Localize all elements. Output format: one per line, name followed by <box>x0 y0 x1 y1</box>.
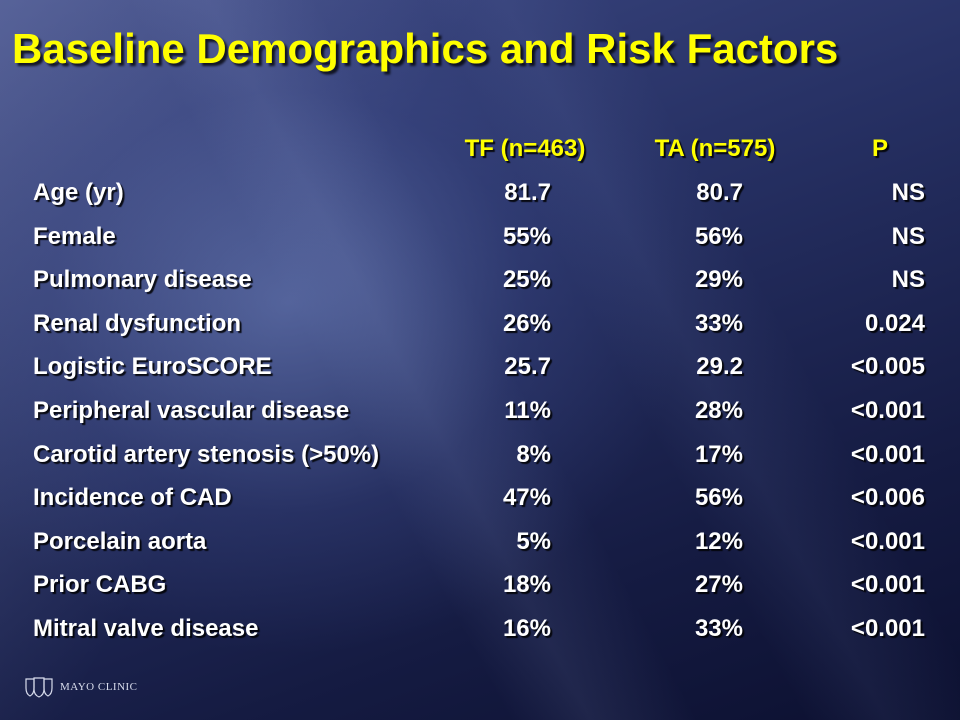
table-row: Peripheral vascular disease 11% 28% <0.001 <box>0 394 960 428</box>
p-value: NS <box>891 179 925 206</box>
ta-value: 33% <box>694 615 743 642</box>
tf-value: 47% <box>502 484 551 511</box>
p-value: <0.001 <box>850 615 925 642</box>
row-label: Prior CABG <box>33 571 167 598</box>
column-header-tf: TF (n=463) <box>464 135 586 162</box>
ta-value: 29% <box>694 266 743 293</box>
p-value: NS <box>891 223 925 250</box>
ta-value: 27% <box>694 571 743 598</box>
tf-value: 25.7 <box>504 353 551 380</box>
row-label: Mitral valve disease <box>33 615 259 642</box>
row-label: Carotid artery stenosis (>50%) <box>33 441 380 468</box>
row-label: Incidence of CAD <box>33 484 232 511</box>
ta-value: 29.2 <box>696 353 743 380</box>
mayo-shields-icon <box>25 677 53 698</box>
tf-value: 81.7 <box>504 179 551 206</box>
row-label: Female <box>33 223 116 250</box>
p-value: <0.005 <box>850 353 925 380</box>
ta-value: 28% <box>694 397 743 424</box>
table-row: Renal dysfunction 26% 33% 0.024 <box>0 307 960 341</box>
ta-value: 12% <box>694 528 743 555</box>
row-label: Logistic EuroSCORE <box>33 353 272 380</box>
tf-value: 11% <box>504 397 551 424</box>
row-label: Peripheral vascular disease <box>33 397 350 424</box>
p-value: <0.001 <box>850 397 925 424</box>
table-row: Age (yr) 81.7 80.7 NS <box>0 176 960 210</box>
table-row: Pulmonary disease 25% 29% NS <box>0 263 960 297</box>
tf-value: 5% <box>516 528 551 555</box>
table-row: Incidence of CAD 47% 56% <0.006 <box>0 481 960 515</box>
tf-value: 16% <box>502 615 551 642</box>
p-value: <0.001 <box>850 571 925 598</box>
ta-value: 80.7 <box>696 179 743 206</box>
ta-value: 56% <box>694 223 743 250</box>
p-value: <0.001 <box>850 441 925 468</box>
column-header-ta: TA (n=575) <box>654 135 776 162</box>
p-value: <0.001 <box>850 528 925 555</box>
logo-text: MAYO CLINIC <box>60 681 138 693</box>
table-row: Prior CABG 18% 27% <0.001 <box>0 568 960 602</box>
tf-value: 26% <box>502 310 551 337</box>
column-header-p: P <box>871 135 888 162</box>
tf-value: 55% <box>502 223 551 250</box>
row-label: Age (yr) <box>33 179 124 206</box>
p-value: <0.006 <box>850 484 925 511</box>
tf-value: 18% <box>502 571 551 598</box>
tf-value: 25% <box>502 266 551 293</box>
row-label: Pulmonary disease <box>33 266 252 293</box>
table-row: Porcelain aorta 5% 12% <0.001 <box>0 525 960 559</box>
ta-value: 56% <box>694 484 743 511</box>
row-label: Porcelain aorta <box>33 528 207 555</box>
table-row: Female 55% 56% NS <box>0 220 960 254</box>
table-row: Carotid artery stenosis (>50%) 8% 17% <0.00… <box>0 438 960 472</box>
p-value: 0.024 <box>864 310 925 337</box>
table-row: Logistic EuroSCORE 25.7 29.2 <0.005 <box>0 350 960 384</box>
p-value: NS <box>891 266 925 293</box>
table-row: Mitral valve disease 16% 33% <0.001 <box>0 612 960 646</box>
ta-value: 17% <box>694 441 743 468</box>
tf-value: 8% <box>516 441 551 468</box>
ta-value: 33% <box>694 310 743 337</box>
slide-title: Baseline Demographics and Risk Factors <box>12 25 839 72</box>
mayo-clinic-logo: MAYO CLINIC <box>24 676 138 698</box>
row-label: Renal dysfunction <box>33 310 242 337</box>
